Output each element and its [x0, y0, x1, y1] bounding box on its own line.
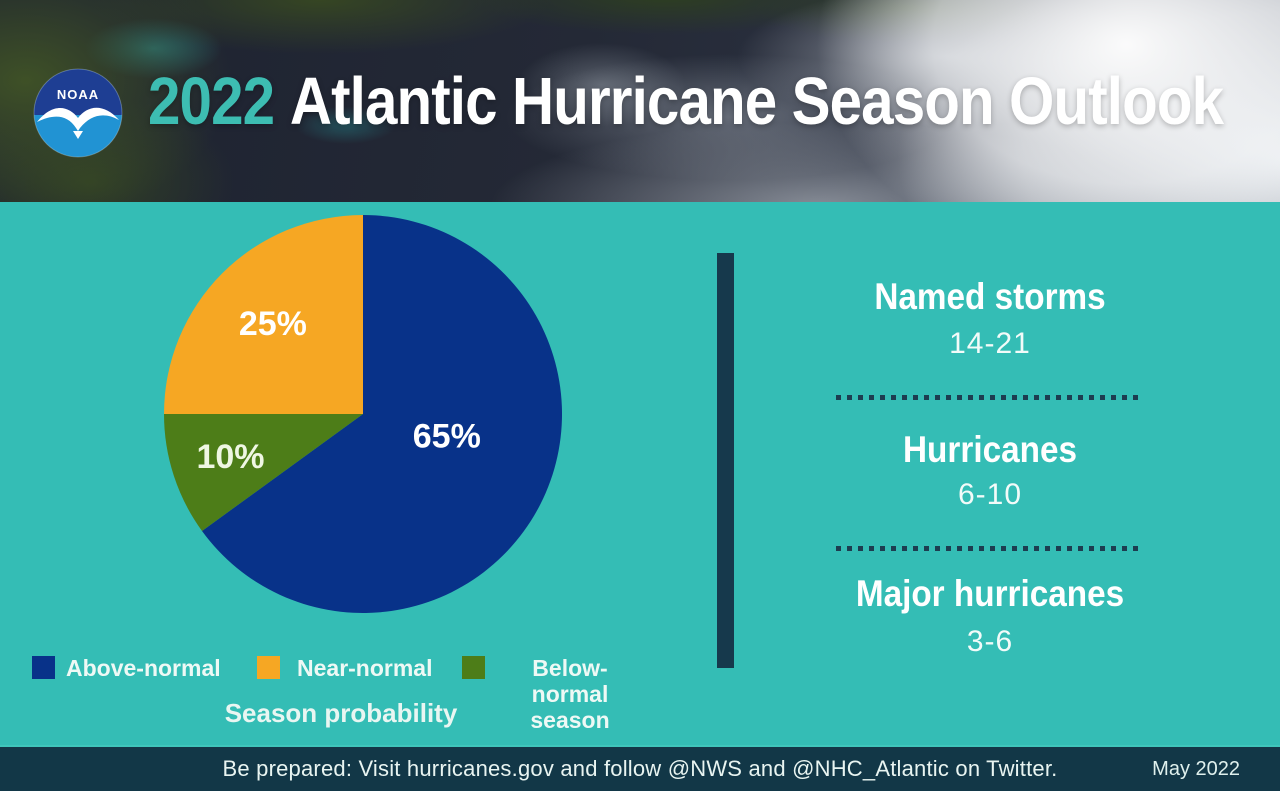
content-area: 65% 10% 25% Above-normal Near-normal Below…	[0, 202, 1280, 745]
footer-date: May 2022	[1152, 757, 1240, 780]
chart-caption: Season probability	[224, 698, 458, 728]
logo-ring	[33, 68, 123, 158]
pie-slice-near-normal	[164, 215, 363, 414]
footer-bar: Be prepared: Visit hurricanes.gov and fo…	[0, 745, 1280, 791]
stat-title-hurricanes: Hurricanes	[903, 429, 1077, 470]
stat-range-named-storms: 14-21	[949, 327, 1031, 360]
pie-slice-above-normal	[202, 215, 562, 613]
legend-swatch-near-normal	[257, 656, 280, 679]
pie-label-65-percent: 65%	[413, 418, 481, 456]
legend-label-near-normal: Near-normal	[297, 655, 433, 681]
stat-range-hurricanes: 6-10	[957, 478, 1023, 511]
seagull-body	[73, 131, 83, 139]
dotted-divider	[836, 546, 1140, 551]
outlook-stats-panel: Named storms 14-21 Hurricanes 6-10 Major…	[770, 202, 1210, 745]
title-main: Atlantic Hurricane Season Outlook	[289, 63, 1224, 139]
stat-range-major-hurricanes: 3-6	[966, 625, 1014, 658]
stat-title-major-hurricanes: Major hurricanes	[855, 573, 1125, 614]
vertical-divider-bar	[717, 253, 734, 668]
dotted-divider	[836, 395, 1140, 400]
legend-swatch-below-normal	[462, 656, 485, 679]
pie-label-10-percent: 10%	[196, 438, 264, 476]
footer-message: Be prepared: Visit hurricanes.gov and fo…	[222, 756, 1058, 781]
pie-label-25-percent: 25%	[239, 305, 307, 343]
noaa-logo: NOAA	[33, 68, 123, 158]
legend-swatch-above-normal	[32, 656, 55, 679]
page-title: 2022 Atlantic Hurricane Season Outlook	[148, 0, 1280, 202]
stat-title-named-storms: Named storms	[874, 276, 1106, 317]
legend-label-above-normal: Above-normal	[66, 655, 221, 681]
season-probability-pie-chart: 65% 10% 25%	[164, 215, 562, 613]
logo-text: NOAA	[57, 87, 99, 102]
seagull-icon	[37, 107, 119, 131]
pie-slice-below-normal-season	[164, 414, 363, 531]
title-year: 2022	[148, 63, 275, 139]
header-satellite-banner: NOAA 2022 Atlantic Hurricane Season Outlo…	[0, 0, 1280, 202]
legend-label-below-normal: Below-normal season	[530, 655, 610, 733]
